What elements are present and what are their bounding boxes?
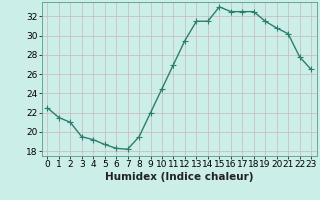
X-axis label: Humidex (Indice chaleur): Humidex (Indice chaleur) bbox=[105, 172, 253, 182]
